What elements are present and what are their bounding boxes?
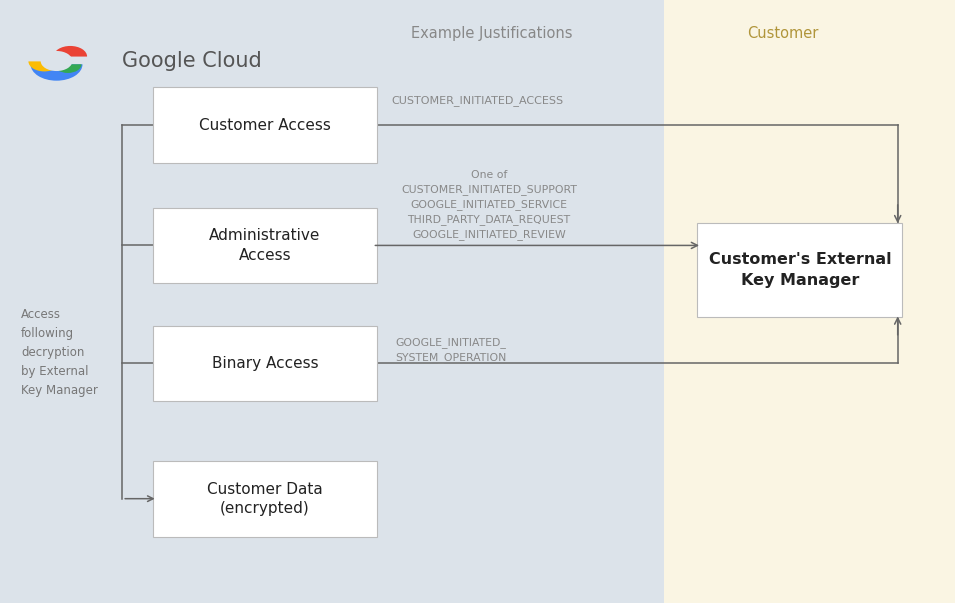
FancyBboxPatch shape — [153, 208, 377, 283]
Text: Customer Access: Customer Access — [199, 118, 331, 133]
Text: Binary Access: Binary Access — [212, 356, 318, 371]
FancyBboxPatch shape — [153, 461, 377, 537]
Text: Example Justifications: Example Justifications — [411, 26, 573, 40]
FancyBboxPatch shape — [697, 223, 902, 317]
Bar — [0, 0, 664, 603]
FancyBboxPatch shape — [153, 326, 377, 401]
Text: One of
CUSTOMER_INITIATED_SUPPORT
GOOGLE_INITIATED_SERVICE
THIRD_PARTY_DATA_REQU: One of CUSTOMER_INITIATED_SUPPORT GOOGLE… — [401, 170, 577, 240]
Text: Customer: Customer — [748, 26, 818, 40]
FancyBboxPatch shape — [153, 87, 377, 163]
Text: Customer Data
(encrypted): Customer Data (encrypted) — [207, 482, 323, 516]
Text: CUSTOMER_INITIATED_ACCESS: CUSTOMER_INITIATED_ACCESS — [392, 95, 563, 106]
Wedge shape — [29, 62, 60, 71]
Wedge shape — [41, 51, 73, 71]
Text: Access
following
decryption
by External
Key Manager: Access following decryption by External … — [21, 308, 97, 397]
Wedge shape — [31, 65, 82, 81]
Text: Administrative
Access: Administrative Access — [209, 229, 321, 263]
Text: Customer's External
Key Manager: Customer's External Key Manager — [709, 252, 891, 288]
Text: GOOGLE_INITIATED_
SYSTEM_OPERATION: GOOGLE_INITIATED_ SYSTEM_OPERATION — [395, 337, 506, 362]
Bar — [664, 0, 955, 603]
Wedge shape — [54, 65, 81, 73]
Wedge shape — [53, 46, 87, 57]
Text: Google Cloud: Google Cloud — [122, 51, 262, 71]
